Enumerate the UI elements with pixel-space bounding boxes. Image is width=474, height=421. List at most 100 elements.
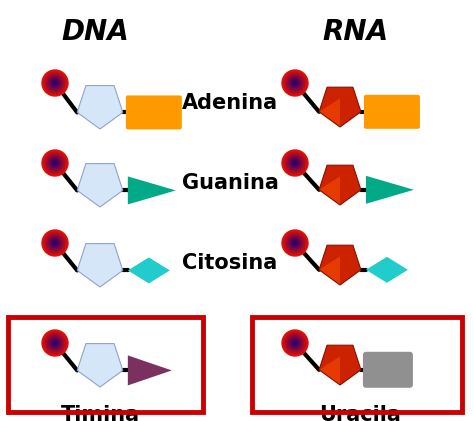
Circle shape <box>49 157 61 168</box>
Circle shape <box>48 156 62 170</box>
Circle shape <box>285 333 305 353</box>
Circle shape <box>52 160 58 166</box>
Circle shape <box>42 70 68 96</box>
Polygon shape <box>77 244 123 287</box>
Circle shape <box>283 330 307 355</box>
Circle shape <box>290 78 300 88</box>
Circle shape <box>287 75 302 91</box>
Polygon shape <box>128 176 176 205</box>
Circle shape <box>49 157 61 169</box>
Circle shape <box>50 158 60 168</box>
Circle shape <box>283 331 307 354</box>
Circle shape <box>43 152 67 175</box>
Circle shape <box>294 163 296 164</box>
Circle shape <box>54 242 56 244</box>
Circle shape <box>292 240 298 246</box>
Circle shape <box>288 156 302 170</box>
Circle shape <box>44 232 66 254</box>
Circle shape <box>43 151 67 175</box>
Circle shape <box>43 231 67 255</box>
Circle shape <box>290 158 300 168</box>
Circle shape <box>47 336 63 351</box>
Circle shape <box>287 335 303 351</box>
Circle shape <box>50 78 60 88</box>
Circle shape <box>291 239 299 247</box>
Circle shape <box>54 341 56 344</box>
Polygon shape <box>319 87 361 127</box>
Circle shape <box>285 233 305 253</box>
Circle shape <box>54 82 56 84</box>
Circle shape <box>45 333 65 353</box>
Circle shape <box>43 330 67 355</box>
Circle shape <box>47 335 63 351</box>
Circle shape <box>47 75 63 91</box>
Circle shape <box>292 80 299 86</box>
Circle shape <box>47 235 63 250</box>
Circle shape <box>45 153 65 173</box>
Circle shape <box>291 79 299 87</box>
Circle shape <box>293 241 297 245</box>
Polygon shape <box>319 357 340 385</box>
Circle shape <box>283 151 307 175</box>
FancyBboxPatch shape <box>364 95 420 129</box>
Circle shape <box>286 154 304 172</box>
Circle shape <box>290 157 301 168</box>
Circle shape <box>288 76 302 90</box>
Circle shape <box>285 153 305 173</box>
Text: Citosina: Citosina <box>182 253 278 273</box>
Circle shape <box>282 70 308 96</box>
Circle shape <box>47 75 63 91</box>
Polygon shape <box>319 165 361 205</box>
Text: Timina: Timina <box>61 405 139 421</box>
Circle shape <box>51 79 59 87</box>
Circle shape <box>284 152 306 174</box>
Circle shape <box>294 83 296 84</box>
Circle shape <box>283 231 307 255</box>
Circle shape <box>283 152 307 175</box>
Circle shape <box>289 237 301 249</box>
Circle shape <box>292 340 299 346</box>
Polygon shape <box>77 85 123 129</box>
Circle shape <box>51 239 59 247</box>
Circle shape <box>292 160 299 166</box>
Circle shape <box>293 161 297 165</box>
Circle shape <box>282 230 308 256</box>
Circle shape <box>43 71 67 95</box>
Circle shape <box>289 337 301 349</box>
Circle shape <box>53 341 57 345</box>
Circle shape <box>289 157 301 169</box>
Circle shape <box>290 77 301 88</box>
Circle shape <box>53 161 57 165</box>
Polygon shape <box>319 256 340 285</box>
Circle shape <box>291 159 299 167</box>
Circle shape <box>293 242 296 244</box>
Circle shape <box>293 341 296 344</box>
Circle shape <box>285 153 305 173</box>
Circle shape <box>286 74 304 92</box>
Polygon shape <box>319 99 340 127</box>
FancyBboxPatch shape <box>363 352 413 388</box>
Circle shape <box>294 342 296 344</box>
Circle shape <box>293 82 296 84</box>
Circle shape <box>293 81 297 85</box>
Text: Guanina: Guanina <box>182 173 278 193</box>
Circle shape <box>284 72 306 94</box>
FancyBboxPatch shape <box>126 96 182 129</box>
Circle shape <box>49 237 61 248</box>
Circle shape <box>283 72 307 95</box>
Circle shape <box>285 333 305 352</box>
Circle shape <box>45 233 65 253</box>
Circle shape <box>51 339 59 347</box>
Circle shape <box>285 73 305 93</box>
Circle shape <box>43 232 67 255</box>
Circle shape <box>49 77 61 89</box>
Circle shape <box>47 155 63 171</box>
Circle shape <box>53 241 57 245</box>
Circle shape <box>290 238 300 248</box>
Circle shape <box>293 341 297 345</box>
Circle shape <box>284 332 306 354</box>
Circle shape <box>46 234 64 252</box>
Circle shape <box>46 233 64 253</box>
Circle shape <box>287 75 303 91</box>
Circle shape <box>44 72 66 94</box>
